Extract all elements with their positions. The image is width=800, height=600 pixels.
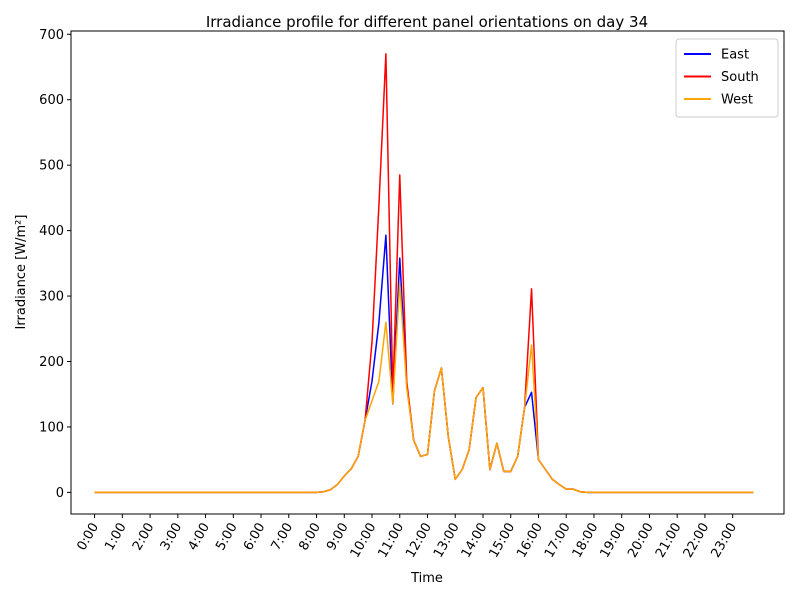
x-tick-label: 1:00 xyxy=(102,521,130,554)
x-tick-label: 9:00 xyxy=(324,521,352,554)
x-tick-label: 4:00 xyxy=(185,521,213,554)
legend: East South West xyxy=(675,38,779,118)
x-tick-label: 5:00 xyxy=(213,521,241,554)
x-tick-label: 2:00 xyxy=(130,521,158,554)
series-line-south xyxy=(94,53,754,494)
y-axis: 0 100 200 300 400 500 600 700 xyxy=(39,28,71,501)
y-tick-label: 200 xyxy=(39,355,64,370)
x-tick-label: 11:00 xyxy=(375,521,407,561)
x-tick-label: 18:00 xyxy=(570,521,602,561)
series-line-west xyxy=(94,282,754,494)
legend-label-west: West xyxy=(721,93,753,108)
series-line-east xyxy=(94,234,754,494)
x-tick-label: 19:00 xyxy=(597,521,629,561)
x-tick-label: 14:00 xyxy=(459,521,491,561)
x-tick-label: 22:00 xyxy=(681,521,713,561)
x-tick-label: 6:00 xyxy=(241,521,269,554)
x-tick-label: 15:00 xyxy=(486,521,518,561)
series-lines xyxy=(94,53,754,494)
x-tick-label: 17:00 xyxy=(542,521,574,561)
x-tick-label: 10:00 xyxy=(348,521,380,561)
y-tick-label: 100 xyxy=(39,420,64,435)
x-tick-label: 8:00 xyxy=(296,521,324,554)
x-tick-label: 3:00 xyxy=(158,521,186,554)
y-axis-label: Irradiance [W/m²] xyxy=(14,215,29,330)
y-tick-label: 700 xyxy=(39,28,64,43)
y-tick-label: 400 xyxy=(39,224,64,239)
x-axis-label: Time xyxy=(410,571,443,586)
x-tick-label: 7:00 xyxy=(269,521,297,554)
legend-box xyxy=(675,38,779,118)
y-tick-label: 0 xyxy=(56,486,64,501)
x-tick-label: 21:00 xyxy=(653,521,685,561)
y-tick-label: 500 xyxy=(39,159,64,174)
legend-label-east: East xyxy=(721,48,749,63)
chart-title: Irradiance profile for different panel o… xyxy=(206,13,648,31)
y-tick-label: 300 xyxy=(39,290,64,305)
legend-label-south: South xyxy=(721,70,759,85)
y-tick-label: 600 xyxy=(39,93,64,108)
x-tick-label: 16:00 xyxy=(514,521,546,561)
x-tick-label: 12:00 xyxy=(403,521,435,561)
x-tick-label: 23:00 xyxy=(708,521,740,561)
x-tick-label: 20:00 xyxy=(625,521,657,561)
x-tick-label: 0:00 xyxy=(74,521,102,554)
x-tick-label: 13:00 xyxy=(431,521,463,561)
x-axis: 0:00 1:00 2:00 3:00 4:00 5:00 6:00 7:00 8:00 9:00… xyxy=(74,514,740,560)
